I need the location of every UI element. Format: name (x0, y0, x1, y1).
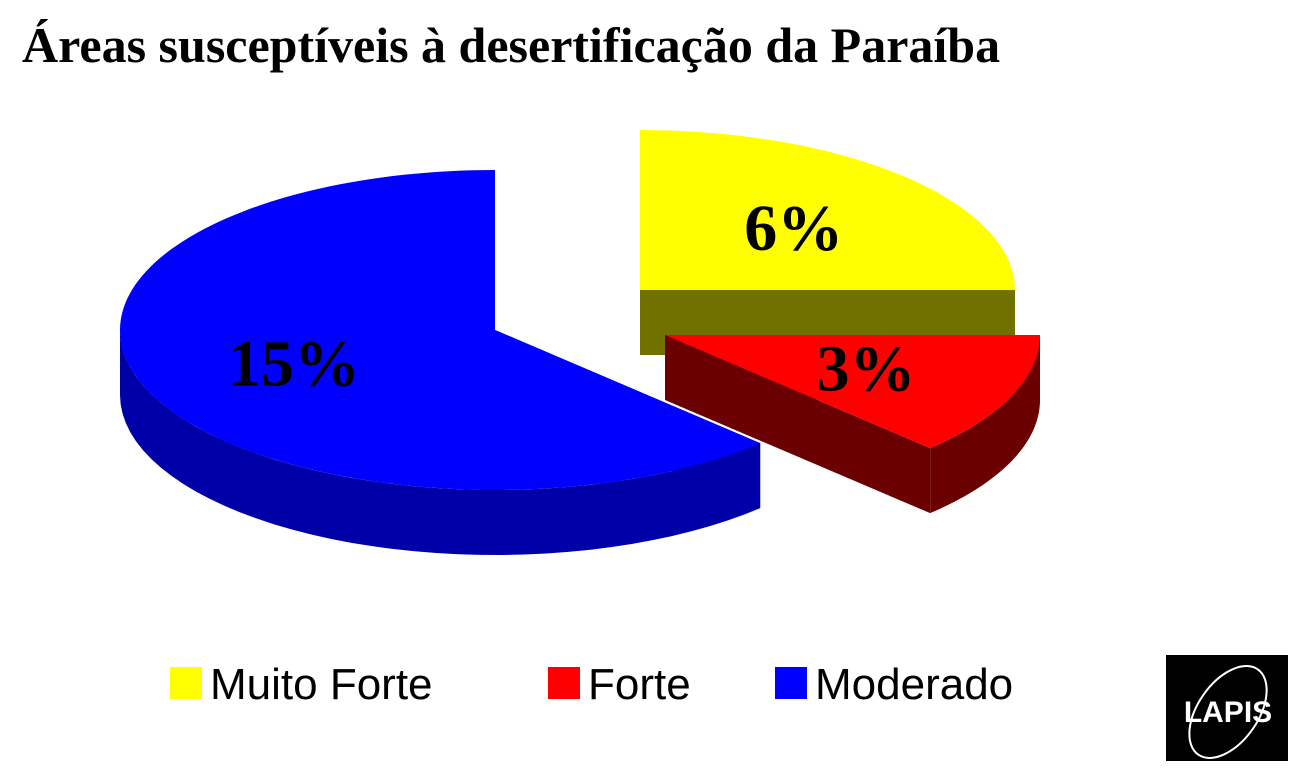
slice (119, 170, 761, 490)
slice (640, 130, 1015, 290)
logo-text: LAPIS (1184, 696, 1272, 729)
slice-side (120, 330, 761, 555)
chart-title: Áreas susceptíveis à desertificação da P… (22, 17, 1000, 73)
data-label: 6% (744, 192, 843, 265)
slice-wall (665, 335, 931, 514)
legend-swatch (548, 667, 580, 699)
data-label: 15% (228, 328, 360, 401)
logo: LAPIS (1166, 655, 1288, 761)
slice (665, 335, 1040, 449)
slice-side (930, 335, 1040, 514)
legend-swatch (775, 667, 807, 699)
data-label: 3% (816, 333, 915, 406)
legend-label: Moderado (815, 660, 1013, 709)
legend-label: Muito Forte (210, 660, 433, 709)
logo-orbit (1188, 665, 1268, 759)
legend-swatch (170, 667, 202, 699)
legend: Muito Forte Forte Moderado (170, 660, 1013, 709)
legend-label: Forte (588, 660, 691, 709)
pie: 6% 3% 15% (119, 130, 1040, 555)
